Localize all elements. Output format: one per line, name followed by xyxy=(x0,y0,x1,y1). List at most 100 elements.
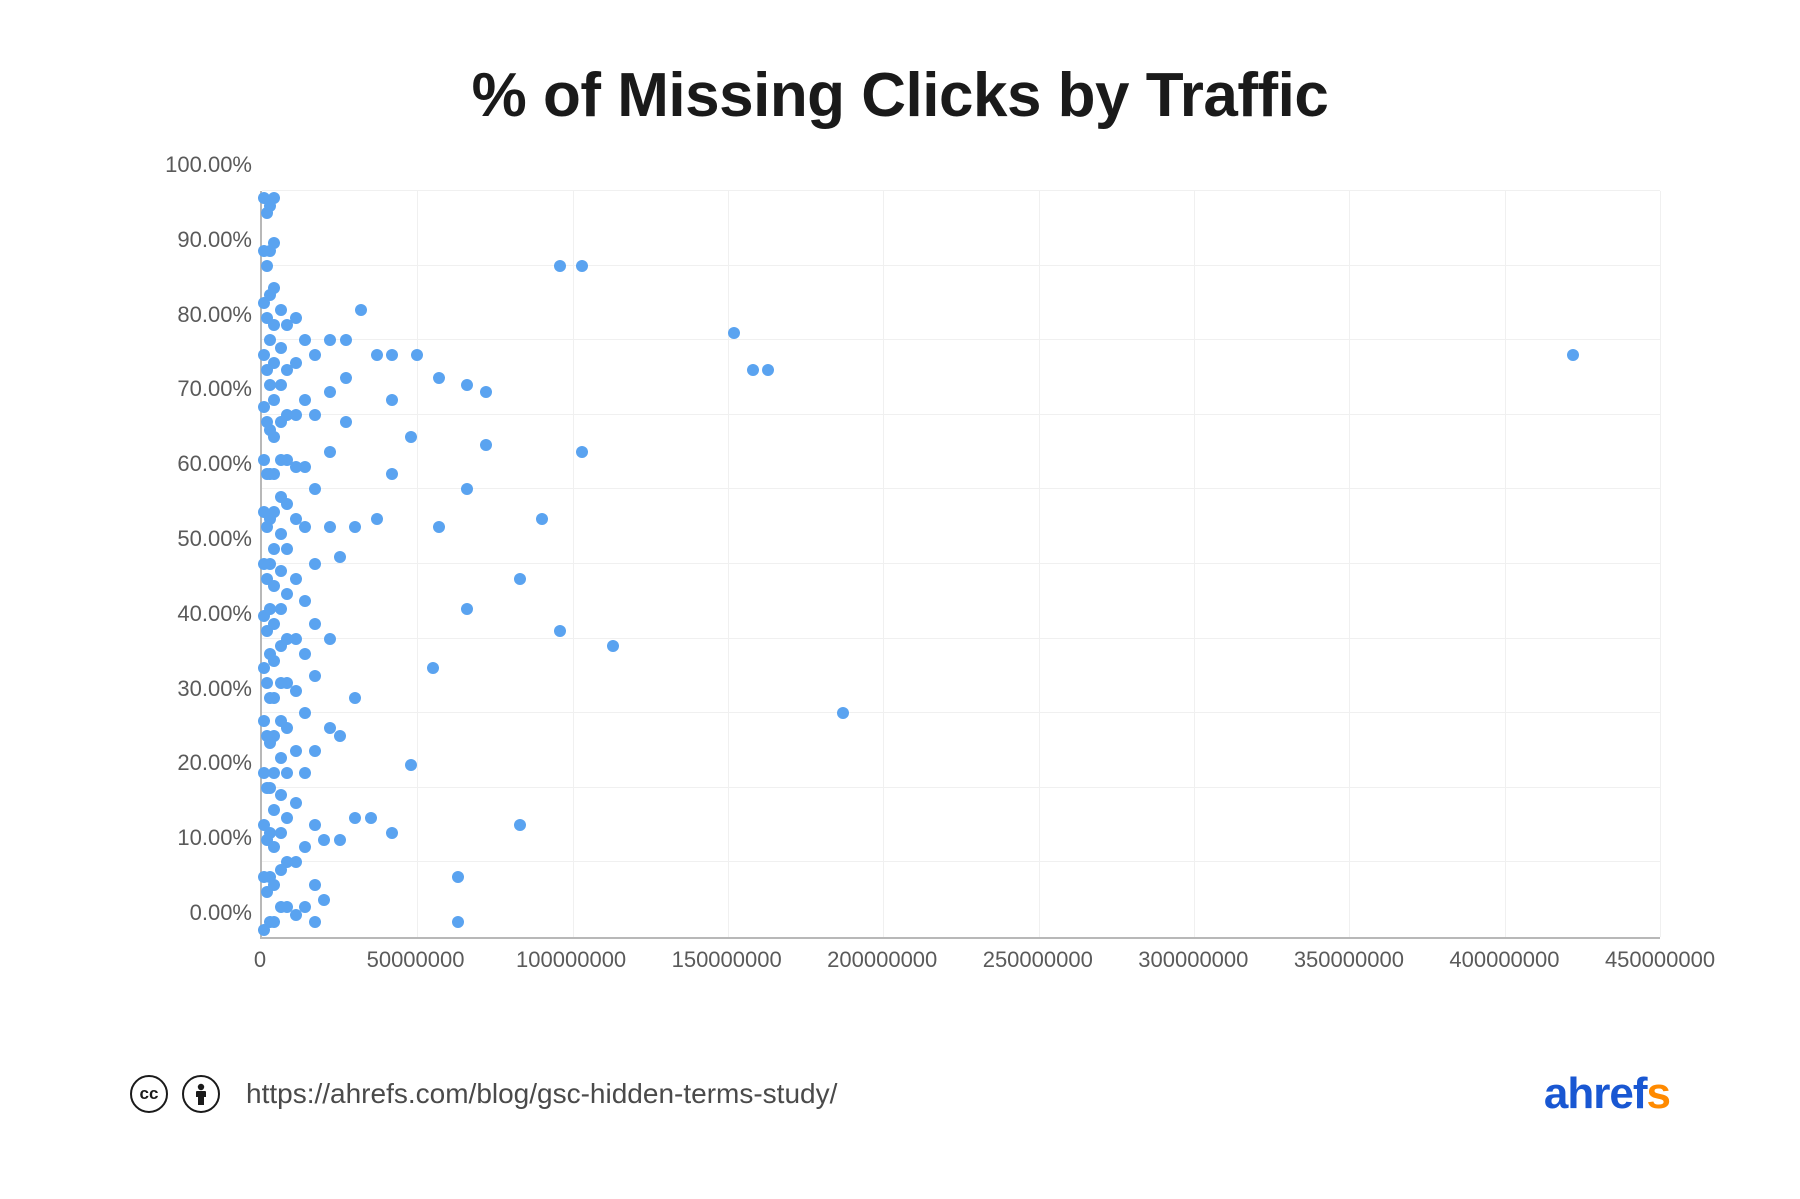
chart-title: % of Missing Clicks by Traffic xyxy=(100,60,1700,131)
scatter-point xyxy=(281,319,293,331)
scatter-point xyxy=(290,461,302,473)
y-axis-tick-label: 80.00% xyxy=(177,302,252,328)
scatter-point xyxy=(340,372,352,384)
scatter-point xyxy=(576,260,588,272)
logo-part-1: ahref xyxy=(1544,1069,1647,1118)
scatter-point xyxy=(309,409,321,421)
scatter-point xyxy=(349,521,361,533)
scatter-point xyxy=(334,834,346,846)
scatter-point xyxy=(324,521,336,533)
scatter-point xyxy=(258,506,270,518)
scatter-point xyxy=(258,192,270,204)
gridline-vertical xyxy=(1505,191,1506,937)
scatter-point xyxy=(334,551,346,563)
scatter-point xyxy=(309,879,321,891)
gridline-horizontal xyxy=(262,712,1660,713)
scatter-point xyxy=(258,454,270,466)
scatter-point xyxy=(261,886,273,898)
scatter-point xyxy=(261,521,273,533)
gridline-vertical xyxy=(883,191,884,937)
scatter-point xyxy=(309,670,321,682)
scatter-point xyxy=(264,692,276,704)
scatter-point xyxy=(275,677,287,689)
gridline-horizontal xyxy=(262,563,1660,564)
scatter-point xyxy=(258,819,270,831)
scatter-point xyxy=(258,924,270,936)
scatter-point xyxy=(309,819,321,831)
scatter-point xyxy=(275,528,287,540)
logo-part-2: s xyxy=(1647,1069,1670,1118)
scatter-point xyxy=(349,692,361,704)
scatter-point xyxy=(281,588,293,600)
chart-container: % of Missing Clicks by Traffic 050000000… xyxy=(0,0,1800,1199)
scatter-point xyxy=(309,618,321,630)
scatter-point xyxy=(275,565,287,577)
gridline-horizontal xyxy=(262,638,1660,639)
scatter-point xyxy=(275,454,287,466)
gridline-vertical xyxy=(1194,191,1195,937)
scatter-point xyxy=(309,483,321,495)
scatter-point xyxy=(290,797,302,809)
scatter-point xyxy=(576,446,588,458)
scatter-point xyxy=(258,401,270,413)
scatter-point xyxy=(371,349,383,361)
scatter-point xyxy=(275,304,287,316)
scatter-point xyxy=(309,745,321,757)
scatter-point xyxy=(299,521,311,533)
scatter-point xyxy=(355,304,367,316)
scatter-point xyxy=(386,827,398,839)
scatter-point xyxy=(258,715,270,727)
gridline-vertical xyxy=(1039,191,1040,937)
scatter-point xyxy=(747,364,759,376)
gridline-vertical xyxy=(573,191,574,937)
scatter-point xyxy=(405,431,417,443)
y-axis-tick-label: 70.00% xyxy=(177,376,252,402)
scatter-point xyxy=(514,573,526,585)
scatter-point xyxy=(365,812,377,824)
gridline-horizontal xyxy=(262,861,1660,862)
scatter-point xyxy=(1567,349,1579,361)
ahrefs-logo: ahrefs xyxy=(1544,1069,1670,1119)
x-axis-tick-label: 300000000 xyxy=(1138,947,1248,973)
scatter-point xyxy=(728,327,740,339)
scatter-point xyxy=(324,334,336,346)
scatter-point xyxy=(275,864,287,876)
x-axis-tick-label: 450000000 xyxy=(1605,947,1715,973)
scatter-point xyxy=(554,260,566,272)
scatter-point xyxy=(299,707,311,719)
x-axis-tick-label: 350000000 xyxy=(1294,947,1404,973)
attribution: cc https://ahrefs.com/blog/gsc-hidden-te… xyxy=(130,1075,837,1113)
scatter-point xyxy=(411,349,423,361)
scatter-point xyxy=(480,439,492,451)
scatter-point xyxy=(324,633,336,645)
scatter-point xyxy=(318,894,330,906)
scatter-point xyxy=(264,334,276,346)
x-axis-tick-label: 250000000 xyxy=(983,947,1093,973)
scatter-point xyxy=(258,349,270,361)
scatter-point xyxy=(334,730,346,742)
scatter-point xyxy=(261,573,273,585)
scatter-point xyxy=(290,745,302,757)
cc-by-icon xyxy=(182,1075,220,1113)
scatter-point xyxy=(452,916,464,928)
scatter-point xyxy=(299,595,311,607)
scatter-point xyxy=(340,334,352,346)
gridline-horizontal xyxy=(262,414,1660,415)
scatter-point xyxy=(290,513,302,525)
scatter-point xyxy=(318,834,330,846)
scatter-point xyxy=(452,871,464,883)
scatter-point xyxy=(258,871,270,883)
scatter-point xyxy=(275,752,287,764)
scatter-point xyxy=(433,372,445,384)
scatter-point xyxy=(264,648,276,660)
scatter-point xyxy=(461,603,473,615)
scatter-plot xyxy=(260,191,1660,939)
scatter-point xyxy=(536,513,548,525)
scatter-point xyxy=(261,468,273,480)
x-axis-tick-label: 100000000 xyxy=(516,947,626,973)
x-axis-tick-label: 150000000 xyxy=(672,947,782,973)
scatter-point xyxy=(275,603,287,615)
scatter-point xyxy=(281,767,293,779)
scatter-point xyxy=(268,804,280,816)
scatter-point xyxy=(299,648,311,660)
